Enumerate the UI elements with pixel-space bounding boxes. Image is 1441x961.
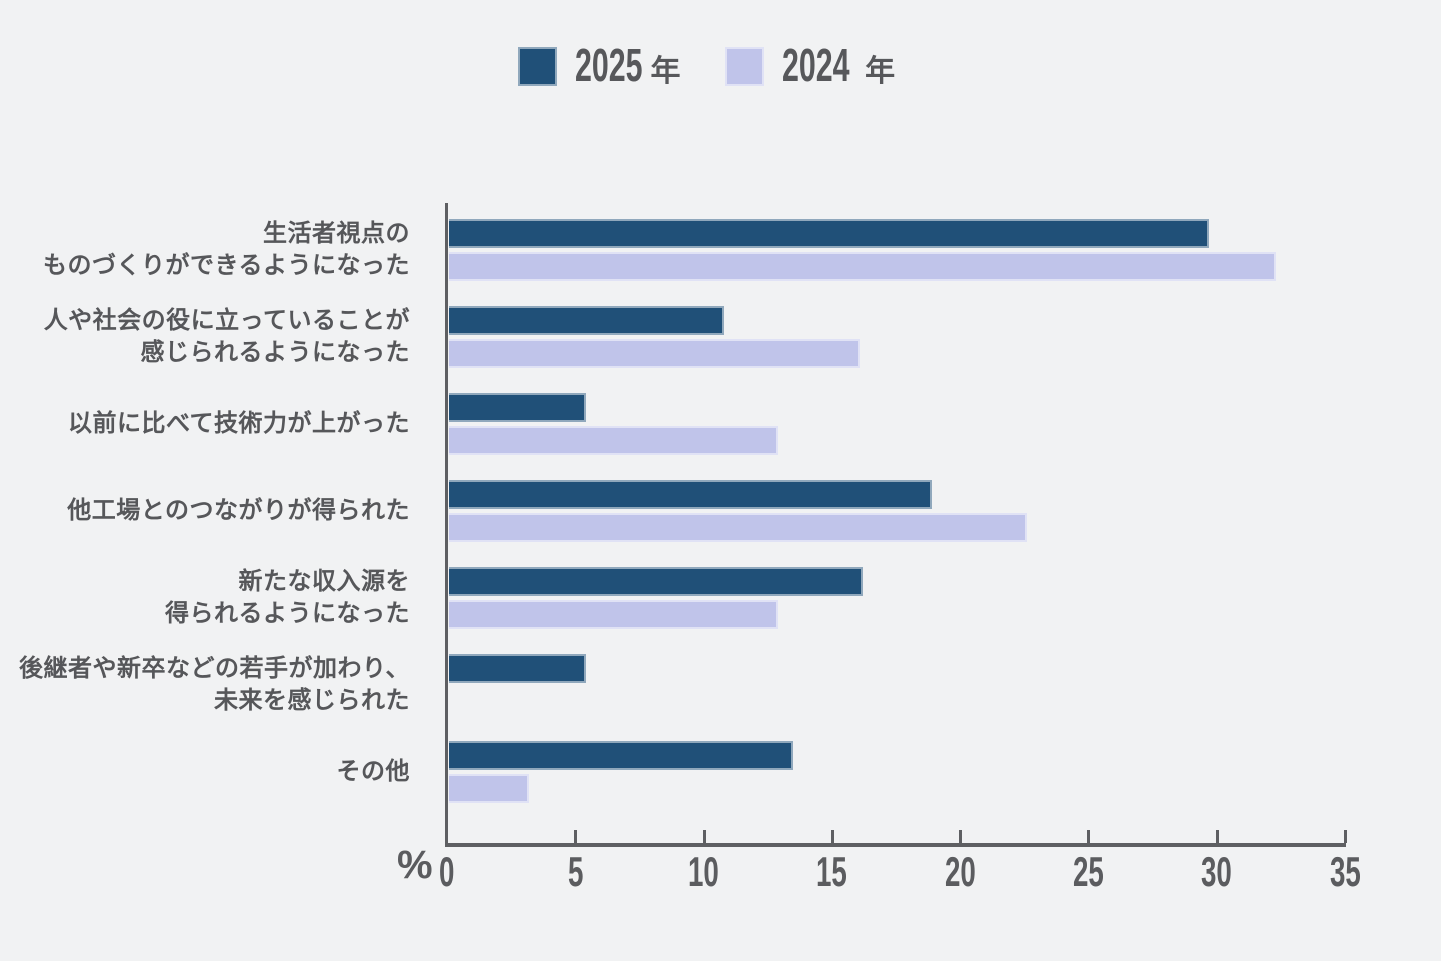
x-tick-label-5: 5 [525, 851, 625, 893]
x-tick-5 [574, 830, 578, 843]
bar-2024-cat3 [449, 513, 1027, 542]
x-axis-line [445, 843, 1346, 847]
x-tick-20 [959, 830, 963, 843]
category-label-2: 以前に比べて技術力が上がった [0, 393, 410, 455]
legend-unit-2025: 年 [650, 55, 681, 88]
legend-label-2024: 2024 年 [782, 42, 896, 90]
category-label-3: 他工場とのつながりが得られた [0, 480, 410, 542]
category-label-line: ものづくりができるようになった [42, 252, 410, 279]
x-tick-30 [1215, 830, 1219, 843]
x-tick-label-10: 10 [654, 851, 754, 893]
bar-2024-cat2 [449, 426, 778, 455]
category-label-line: 人や社会の役に立っていることが [43, 307, 410, 334]
legend-label-2025: 2025 年 [575, 42, 681, 90]
category-label-1: 人や社会の役に立っていることが感じられるようになった [0, 306, 410, 368]
bar-2025-cat1 [449, 306, 725, 335]
x-tick-15 [830, 830, 834, 843]
x-tick-label-text: 15 [816, 848, 848, 895]
bar-2025-cat2 [449, 393, 586, 422]
bar-2024-cat6 [449, 774, 530, 803]
bar-2025-cat4 [449, 567, 863, 596]
bar-2025-cat0 [449, 219, 1210, 248]
legend-year-2024: 2024 [781, 39, 850, 91]
x-tick-25 [1087, 830, 1091, 843]
x-axis-unit-label: % [397, 843, 433, 887]
legend-swatch-2024 [724, 46, 764, 86]
legend-year-2025: 2025 [574, 39, 643, 91]
category-label-line: 未来を感じられた [214, 687, 410, 714]
bar-2025-cat5 [449, 654, 586, 683]
x-tick-label-text: 5 [567, 848, 583, 895]
bar-2025-cat3 [449, 480, 932, 509]
bar-2025-cat6 [449, 741, 794, 770]
bar-2024-cat4 [449, 600, 778, 629]
bar-2024-cat0 [449, 252, 1276, 281]
category-label-line: 得られるようになった [165, 600, 410, 627]
category-label-line: 新たな収入源を [238, 568, 410, 595]
bar-2024-cat1 [449, 339, 861, 368]
x-tick-label-text: 25 [1073, 848, 1104, 895]
x-tick-35 [1344, 830, 1347, 843]
x-tick-label-text: 20 [944, 848, 976, 895]
legend-item-2024: 2024 年 [724, 42, 896, 90]
category-label-line: 感じられるようになった [140, 339, 410, 366]
category-label-line: 生活者視点の [263, 220, 410, 247]
x-tick-label-text: 10 [688, 848, 719, 895]
x-tick-label-text: 35 [1329, 848, 1361, 895]
x-tick-label-35: 35 [1295, 851, 1395, 893]
category-label-5: 後継者や新卒などの若手が加わり、未来を感じられた [0, 654, 410, 716]
x-tick-label-text: 0 [439, 848, 455, 895]
x-tick-10 [702, 830, 706, 843]
category-label-0: 生活者視点のものづくりができるようになった [0, 219, 410, 281]
category-label-6: その他 [0, 741, 410, 803]
legend-unit-2024: 年 [865, 55, 896, 88]
category-label-line: 後継者や新卒などの若手が加わり、 [18, 655, 410, 682]
category-label-line: その他 [336, 758, 410, 785]
category-label-line: 他工場とのつながりが得られた [67, 497, 410, 524]
x-tick-label-text: 30 [1201, 848, 1233, 895]
category-label-line: 以前に比べて技術力が上がった [67, 410, 410, 437]
legend-swatch-2025 [517, 46, 557, 86]
x-tick-label-0: 0 [397, 851, 497, 893]
x-tick-label-25: 25 [1038, 851, 1138, 893]
x-tick-label-30: 30 [1167, 851, 1267, 893]
legend-item-2025: 2025 年 [517, 42, 681, 90]
chart-legend: 2025 年 2024 年 [0, 42, 1427, 90]
category-label-4: 新たな収入源を得られるようになった [0, 567, 410, 629]
x-tick-label-20: 20 [910, 851, 1010, 893]
x-tick-label-15: 15 [782, 851, 882, 893]
y-axis-line [445, 203, 448, 847]
